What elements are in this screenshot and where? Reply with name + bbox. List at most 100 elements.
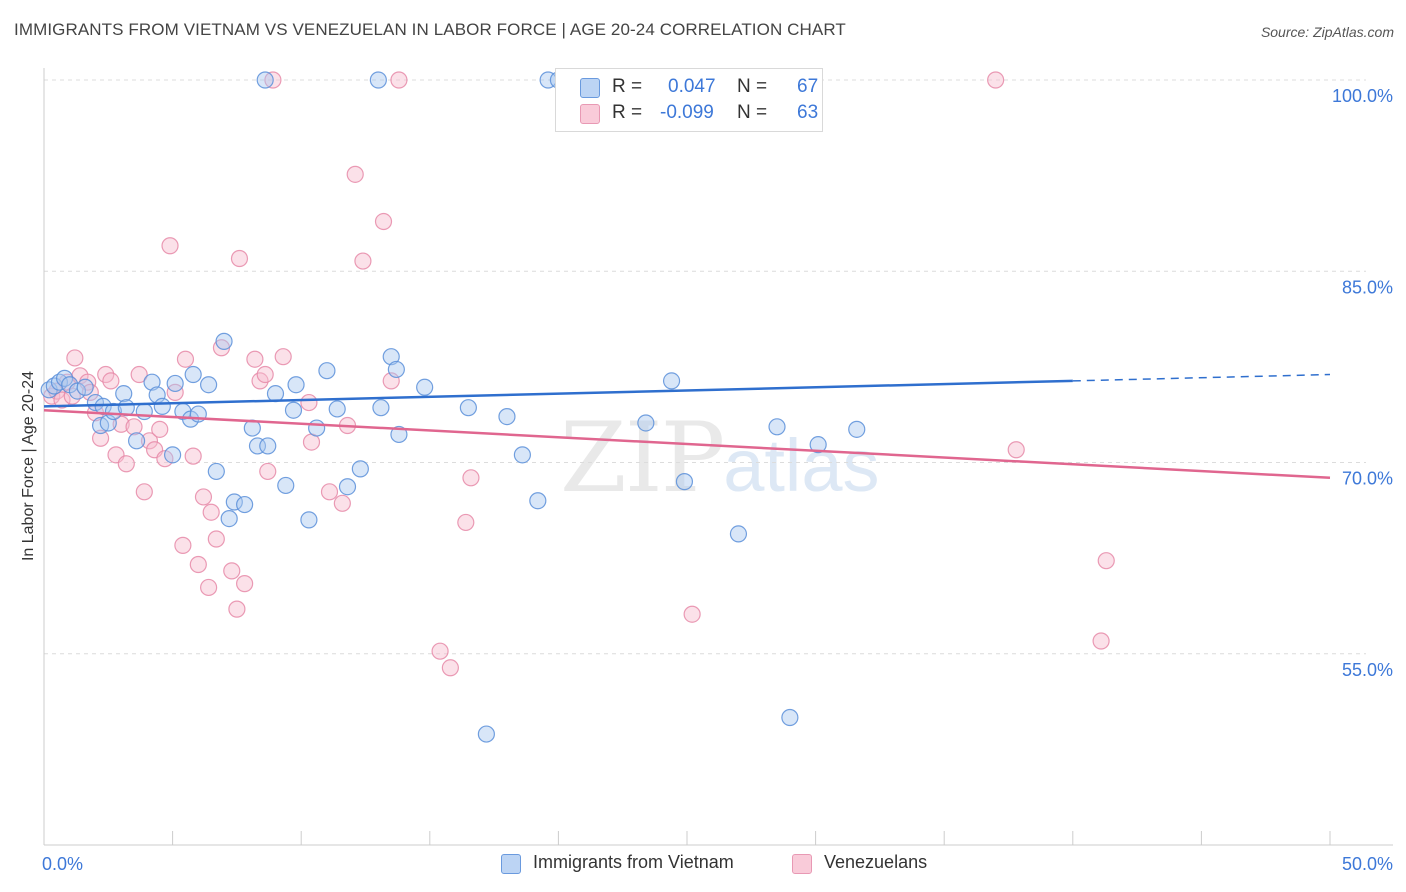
vietnam-point xyxy=(382,348,400,366)
y-tick-label: 85.0% xyxy=(1342,277,1393,297)
venezuelan-point xyxy=(176,350,195,368)
venezuelan-point xyxy=(1092,632,1110,650)
venezuelan-point xyxy=(174,536,192,554)
vietnam-point xyxy=(809,436,827,454)
venezuelan-point xyxy=(151,420,169,438)
vietnam-point xyxy=(277,476,295,495)
venezuelan-point xyxy=(135,483,153,501)
vietnam-point xyxy=(369,71,387,89)
venezuelans-legend-swatch xyxy=(792,854,812,874)
vietnam-point xyxy=(498,408,516,426)
vietnam-point xyxy=(200,376,218,394)
watermark-atlas: atlas xyxy=(723,424,880,507)
vietnam-point xyxy=(675,473,694,491)
vietnam-point xyxy=(127,432,146,450)
n-value: 63 xyxy=(797,102,819,123)
vietnam-point xyxy=(318,362,336,380)
venezuelan-point xyxy=(223,562,241,580)
venezuelan-point xyxy=(333,494,351,512)
r-label: R = xyxy=(612,102,643,123)
vietnam-point xyxy=(68,382,87,400)
venezuelan-point xyxy=(462,469,480,487)
vietnam-point xyxy=(416,378,434,396)
vietnam-point xyxy=(328,400,346,418)
venezuelan-point xyxy=(1007,441,1025,459)
vietnam-point xyxy=(284,401,303,419)
venezuelan-point xyxy=(102,372,120,390)
y-tick-label: 100.0% xyxy=(1332,86,1393,106)
venezuelan-point xyxy=(140,432,159,450)
stats-legend: R = 0.047 N = 67 R = -0.099 N = 63 xyxy=(555,68,823,132)
venezuelan-point xyxy=(320,483,339,501)
r-value: -0.099 xyxy=(660,102,714,123)
vietnam-point xyxy=(308,419,326,437)
source-label: Source: ZipAtlas.com xyxy=(1260,24,1394,40)
vietnam-point xyxy=(86,393,105,412)
venezuelan-point xyxy=(130,365,148,384)
vietnam-point xyxy=(637,414,655,432)
venezuelan-point xyxy=(457,513,475,532)
venezuelan-point xyxy=(259,462,277,481)
vietnam-point xyxy=(372,399,390,417)
venezuelan-point xyxy=(987,71,1005,89)
vietnam-point xyxy=(287,376,305,394)
venezuelan-point xyxy=(274,348,292,366)
legend-label: Venezuelans xyxy=(824,852,928,872)
y-tick-label: 70.0% xyxy=(1342,469,1393,489)
venezuelan-point xyxy=(125,418,143,436)
venezuelan-point xyxy=(230,249,249,268)
vietnam-point xyxy=(115,385,133,403)
venezuelan-point xyxy=(441,659,459,677)
venezuelans-swatch xyxy=(580,104,600,124)
vietnam-point xyxy=(143,373,161,391)
venezuelan-point xyxy=(228,600,246,618)
r-label: R = xyxy=(612,76,643,97)
venezuelan-point xyxy=(66,349,84,367)
venezuelan-point xyxy=(184,447,202,465)
vietnam-point xyxy=(477,725,495,743)
venezuelan-point xyxy=(156,450,174,468)
vietnam-point xyxy=(662,372,681,390)
venezuelan-point xyxy=(683,605,701,623)
venezuelan-point xyxy=(189,555,207,574)
venezuelan-point xyxy=(374,212,393,231)
vietnam-point xyxy=(338,478,357,496)
vietnam-point xyxy=(529,492,547,510)
vietnam-point xyxy=(300,511,318,529)
y-tick-label: 55.0% xyxy=(1342,660,1393,680)
vietnam-point xyxy=(135,402,153,421)
venezuelan-point xyxy=(166,383,184,401)
vietnam-point xyxy=(768,418,786,436)
vietnam-point xyxy=(153,397,171,415)
venezuelan-point xyxy=(246,350,264,368)
vietnam-point xyxy=(729,525,748,543)
watermark-zip: ZIP xyxy=(560,402,725,514)
vietnam-point xyxy=(215,332,233,350)
vietnam-point xyxy=(781,708,799,727)
venezuelan-point xyxy=(207,530,225,548)
vietnam-point xyxy=(76,378,94,396)
vietnam-point xyxy=(220,509,238,528)
x-tick-label: 50.0% xyxy=(1342,854,1393,874)
vietnam-point xyxy=(256,71,274,89)
venezuelan-point xyxy=(91,429,110,447)
venezuelan-point xyxy=(112,415,130,433)
n-value: 67 xyxy=(797,76,819,97)
venezuelan-point xyxy=(300,393,318,412)
vietnam-point xyxy=(848,420,866,438)
venezuelan-trend-line xyxy=(43,408,1331,480)
n-label: N = xyxy=(737,102,768,123)
vietnam-swatch xyxy=(580,78,600,98)
vietnam-point xyxy=(164,446,182,464)
venezuelan-point xyxy=(390,71,408,89)
venezuelan-point xyxy=(117,455,135,473)
vietnam-point xyxy=(259,437,277,455)
venezuelan-point xyxy=(256,365,274,384)
vietnam-trend-line xyxy=(43,379,1073,408)
venezuelan-point xyxy=(161,237,179,255)
vietnam-trend-extension xyxy=(1072,373,1331,382)
watermark: ZIPatlas xyxy=(560,402,880,514)
x-tick-label: 0.0% xyxy=(42,854,83,874)
venezuelan-point xyxy=(236,575,254,593)
